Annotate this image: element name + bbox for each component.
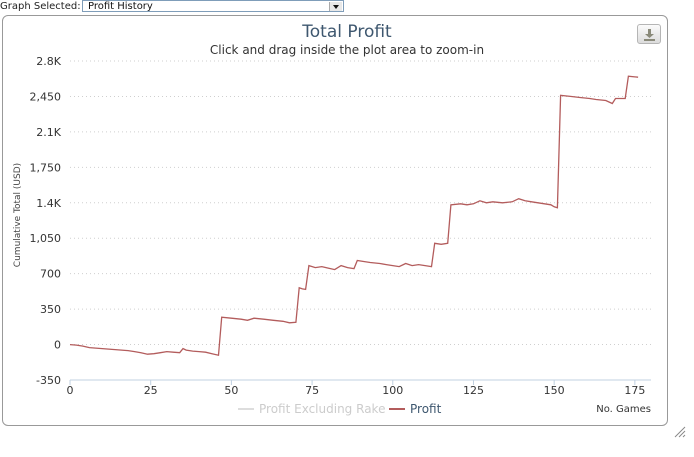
x-tick-label: 75	[305, 384, 319, 397]
graph-selector-label: Graph Selected:	[0, 1, 81, 12]
legend-item-label[interactable]: Profit Excluding Rake	[259, 402, 385, 416]
y-tick-label: 1,050	[30, 232, 62, 245]
chart-legend: Profit Excluding Rake Profit	[238, 402, 442, 416]
y-axis-ticks: -350 0 350 700 1,050 1.4K 1,750 2.1K 2,450 2.8K	[30, 55, 62, 387]
y-tick-label: 1,750	[30, 161, 62, 174]
y-tick-label: 1.4K	[36, 197, 61, 210]
x-tick-label: 175	[624, 384, 645, 397]
chart-subtitle: Click and drag inside the plot area to z…	[209, 43, 485, 57]
x-tick-label: 0	[67, 384, 74, 397]
graph-select-value: Profit History	[88, 1, 153, 12]
chart-panel	[2, 15, 668, 426]
x-axis-title: No. Games	[596, 404, 651, 415]
series-group	[69, 75, 639, 357]
x-tick-label: 25	[144, 384, 158, 397]
y-tick-label: 2.1K	[36, 126, 61, 139]
y-tick-label: 0	[54, 339, 61, 352]
export-button[interactable]	[637, 24, 661, 44]
download-icon	[644, 29, 655, 41]
graph-selector-bar: Graph Selected: Profit History	[0, 0, 694, 14]
chevron-down-icon[interactable]	[329, 2, 342, 11]
y-tick-label: 350	[40, 303, 61, 316]
y-tick-label: -350	[36, 374, 61, 387]
graph-select[interactable]: Profit History	[82, 0, 344, 12]
y-tick-label: 2.8K	[36, 55, 61, 68]
chart-title: Total Profit	[302, 22, 392, 42]
series-line-profit[interactable]	[69, 75, 639, 357]
legend-item-label[interactable]: Profit	[410, 402, 442, 416]
chart-grid	[70, 60, 651, 346]
y-tick-label: 700	[40, 268, 61, 281]
x-axis-ticks: 0 25 50 75 100 125 150 175	[67, 380, 645, 397]
x-tick-label: 50	[224, 384, 238, 397]
x-tick-label: 100	[382, 384, 403, 397]
x-tick-label: 125	[463, 384, 484, 397]
x-tick-label: 150	[544, 384, 565, 397]
y-tick-label: 2,450	[30, 90, 62, 103]
resize-grip-icon[interactable]	[674, 426, 686, 438]
y-axis-title: Cumulative Total (USD)	[13, 163, 23, 267]
